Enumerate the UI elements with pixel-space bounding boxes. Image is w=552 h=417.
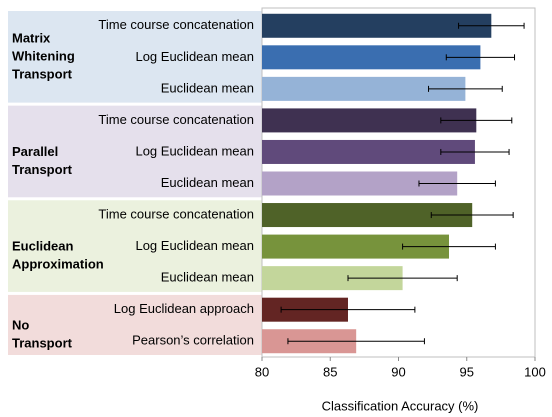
- x-tick-label: 85: [323, 364, 337, 379]
- group-label: Whitening: [12, 48, 75, 63]
- x-axis-label: Classification Accuracy (%): [322, 398, 479, 413]
- group-background: [8, 11, 262, 103]
- group-label: No: [12, 317, 29, 332]
- bar: [262, 139, 475, 164]
- group-label: Parallel: [12, 144, 58, 159]
- category-label: Time course concatenation: [98, 17, 254, 32]
- bar: [262, 45, 481, 70]
- x-tick-label: 100: [524, 364, 546, 379]
- group-label: Matrix: [12, 30, 51, 45]
- group-label: Transport: [12, 335, 73, 350]
- category-label: Pearson’s correlation: [132, 333, 254, 348]
- group-label: Transport: [12, 162, 73, 177]
- category-label: Time course concatenation: [98, 112, 254, 127]
- category-label: Euclidean mean: [161, 270, 254, 285]
- category-label: Log Euclidean mean: [135, 49, 254, 64]
- group-label: Transport: [12, 66, 73, 81]
- group-background: [8, 105, 262, 198]
- group-label: Euclidean: [12, 239, 73, 254]
- bar: [262, 13, 492, 38]
- group-label: Approximation: [12, 257, 104, 272]
- category-label: Log Euclidean approach: [114, 301, 254, 316]
- group-background: [8, 294, 262, 355]
- x-tick-label: 95: [460, 364, 474, 379]
- category-label: Euclidean mean: [161, 80, 254, 95]
- group-background: [8, 200, 262, 292]
- category-label: Log Euclidean mean: [135, 143, 254, 158]
- category-label: Time course concatenation: [98, 206, 254, 221]
- x-tick-label: 80: [255, 364, 269, 379]
- x-tick-label: 90: [391, 364, 405, 379]
- category-label: Log Euclidean mean: [135, 238, 254, 253]
- category-label: Euclidean mean: [161, 175, 254, 190]
